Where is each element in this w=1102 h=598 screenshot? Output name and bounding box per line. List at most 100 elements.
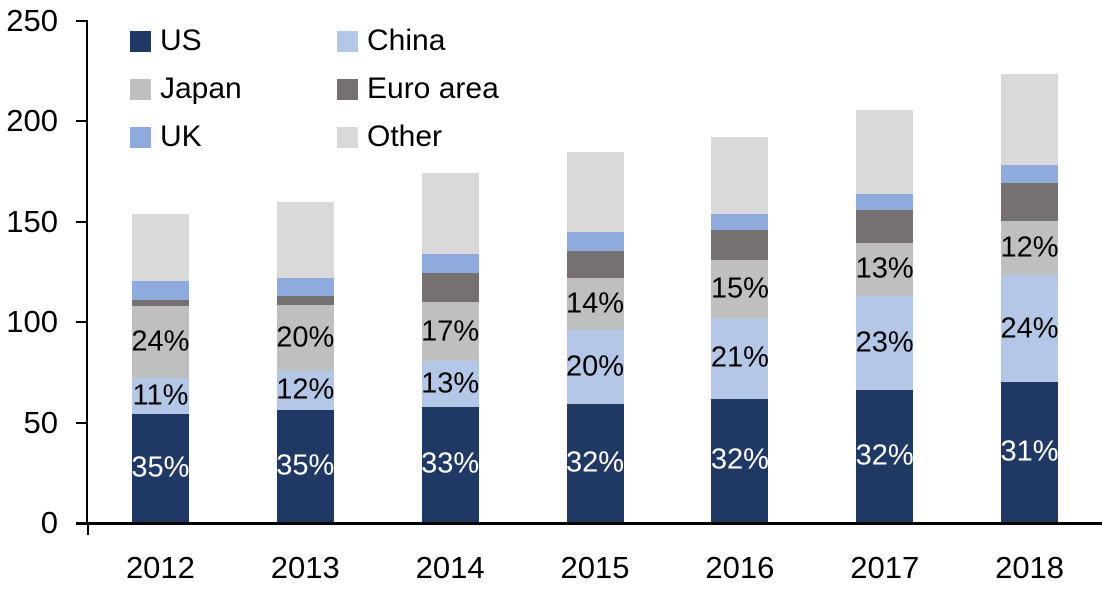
data-label-us: 35% [276,449,335,482]
data-label-us: 32% [710,443,769,476]
legend-swatch-uk-icon [130,126,151,148]
y-axis-tick [76,321,88,324]
segment-other [421,172,479,254]
segment-japan: 15% [710,259,769,319]
y-axis-tick-label: 150 [6,203,58,239]
segment-us: 32% [855,390,914,522]
segment-euro-area [1001,182,1059,221]
y-axis-tick-label: 50 [23,404,58,440]
x-axis-origin-tick [87,525,89,535]
bar-2014: 33% 13% 17% [421,172,480,522]
segment-japan: 13% [856,242,914,297]
segment-china: 20% [565,330,625,404]
x-axis-label-2015: 2015 [560,550,630,585]
legend-item-other: Other [337,120,442,154]
segment-china: 12% [276,371,335,410]
data-label-china: 23% [855,326,914,359]
legend-label-us: US [160,24,202,57]
segment-other [276,201,334,279]
data-label-china: 20% [565,350,625,383]
legend-label-uk: UK [160,120,202,153]
x-axis-label-2018: 2018 [995,550,1065,585]
segment-euro-area [421,273,479,303]
data-label-japan: 24% [131,325,190,358]
data-label-china: 13% [421,367,480,400]
data-label-china: 21% [710,341,769,374]
segment-us: 35% [131,413,190,522]
y-axis-tick-label: 200 [6,103,58,139]
legend-item-uk: UK [130,120,202,154]
y-axis-tick [76,20,88,22]
bar-2012: 35% 11% 24% [131,213,190,522]
segment-japan: 24% [131,306,190,379]
segment-uk [421,253,479,273]
legend-swatch-other-icon [337,126,358,148]
y-axis-tick [76,421,88,424]
x-axis-label-2016: 2016 [705,550,775,585]
data-label-china: 24% [1000,312,1059,345]
segment-japan: 12% [1001,220,1059,276]
y-axis-tick [76,220,88,223]
legend-label-euro-area: Euro area [367,72,499,105]
segment-us: 32% [710,398,769,522]
x-axis-label-2013: 2013 [270,550,340,585]
data-label-china: 12% [276,373,335,406]
data-label-china: 11% [132,379,189,412]
bar-2013: 35% 12% 20% [276,201,335,522]
data-label-japan: 20% [276,321,335,354]
data-label-us: 32% [855,439,914,472]
segment-china: 23% [855,296,914,391]
legend-item-japan: Japan [130,72,242,106]
y-axis-tick-label: 0 [40,505,58,540]
bar-2016: 32% 21% 15% [710,137,769,522]
segment-uk [566,231,624,251]
x-axis-label-2012: 2012 [125,550,195,585]
legend-swatch-us-icon [130,30,151,52]
segment-us: 33% [421,406,480,522]
segment-other [131,213,189,282]
y-axis-tick-label: 100 [6,304,58,340]
segment-uk [1001,164,1059,183]
data-label-us: 35% [131,451,190,484]
data-label-us: 33% [421,447,480,480]
segment-china: 24% [1000,275,1059,383]
segment-japan: 14% [565,278,625,331]
data-label-us: 31% [1000,435,1059,468]
segment-euro-area [856,209,914,243]
y-axis-tick [76,120,88,123]
segment-other [711,137,769,214]
bar-2017: 32% 23% 13% [855,110,914,522]
segment-other [1001,74,1059,165]
bar-2015: 32% 20% 14% [565,151,625,522]
y-axis-tick-label: 250 [6,3,58,38]
legend-label-other: Other [367,120,443,153]
x-axis-label-2017: 2017 [850,550,920,585]
segment-china: 21% [710,318,769,399]
data-label-japan: 15% [710,272,769,305]
segment-other [566,151,624,232]
legend-item-us: US [130,24,202,58]
segment-japan: 17% [421,302,480,362]
legend-item-euro-area: Euro area [337,72,499,106]
segment-euro-area [276,296,334,306]
data-label-japan: 17% [421,315,480,348]
segment-euro-area [131,300,189,307]
segment-japan: 20% [276,305,335,372]
legend-item-china: China [337,24,445,58]
segment-uk [276,278,334,297]
legend-label-china: China [367,24,446,57]
data-label-japan: 14% [565,287,625,320]
segment-uk [711,213,769,230]
legend-swatch-euro-area-icon [337,78,358,100]
x-axis-line [76,522,1102,525]
segment-euro-area [711,229,769,260]
segment-china: 11% [131,378,189,414]
y-axis-line [86,21,88,523]
segment-uk [856,193,914,210]
segment-euro-area [566,250,624,279]
segment-uk [131,281,189,301]
segment-us: 35% [276,409,335,522]
legend-swatch-japan-icon [130,78,151,100]
segment-us: 31% [1000,382,1059,522]
